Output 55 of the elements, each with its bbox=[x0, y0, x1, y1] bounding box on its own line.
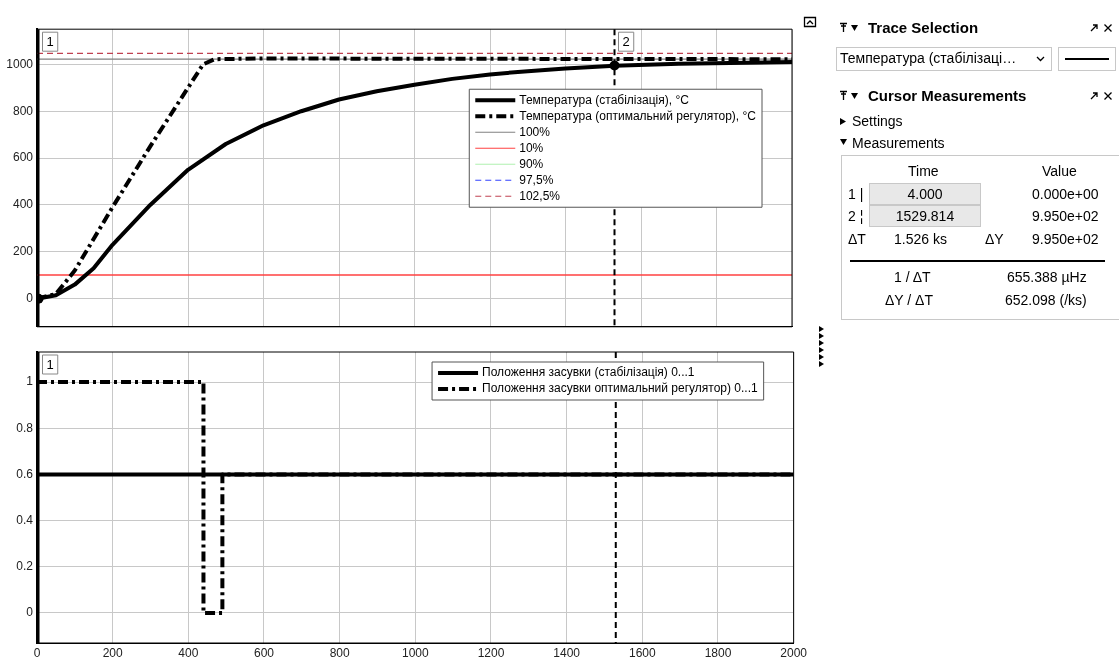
text: ΔT bbox=[848, 231, 866, 247]
x-tick-label: 600 bbox=[253, 645, 275, 660]
annotation: 2 bbox=[622, 33, 630, 49]
y-tick-label: 600 bbox=[12, 150, 34, 165]
y-tick-label: 0.4 bbox=[16, 512, 34, 527]
y-tick-label: 1 bbox=[26, 374, 34, 389]
x-tick-label: 2000 bbox=[780, 645, 808, 660]
x-tick-label: 1000 bbox=[401, 645, 429, 660]
y-tick-label: 0.8 bbox=[16, 420, 34, 435]
legend-label: Положення засувки (стабілізація) 0...1 bbox=[482, 365, 695, 380]
y-tick-label: 400 bbox=[12, 197, 34, 212]
text: 1 | bbox=[848, 186, 864, 202]
text: ΔY bbox=[985, 231, 1004, 247]
text: Cursor Measurements bbox=[868, 87, 1027, 104]
x-tick-label: 1400 bbox=[553, 645, 581, 660]
text: ΔY / ΔT bbox=[885, 292, 934, 308]
y-tick-label: 0 bbox=[26, 605, 34, 620]
y-tick-label: 0.2 bbox=[16, 559, 34, 574]
legend-label: 97,5% bbox=[519, 172, 554, 187]
y-tick-label: 1000 bbox=[6, 56, 34, 71]
text: 1.526 ks bbox=[894, 231, 947, 247]
legend-label: Положення засувки оптимальний регулятор) 0...1 bbox=[482, 381, 758, 396]
y-tick-label: 0 bbox=[26, 290, 34, 305]
text: 1529.814 bbox=[869, 205, 981, 227]
legend-label: 10% bbox=[519, 140, 544, 155]
annotation: 1 bbox=[46, 356, 54, 372]
x-tick-label: 1800 bbox=[704, 645, 732, 660]
text: Settings bbox=[852, 113, 903, 129]
x-tick-label: 400 bbox=[178, 645, 199, 660]
text: 9.950e+02 bbox=[1032, 231, 1099, 247]
legend-label: 90% bbox=[519, 156, 544, 171]
legend-label: Температура (стабілізація), °C bbox=[519, 92, 690, 107]
text: 2 ¦ bbox=[848, 208, 864, 224]
x-tick-label: 200 bbox=[102, 645, 123, 660]
legend-label: 100% bbox=[519, 124, 551, 139]
x-tick-label: 1600 bbox=[628, 645, 656, 660]
y-tick-label: 0.6 bbox=[16, 466, 34, 481]
text: Value bbox=[1042, 163, 1077, 179]
text: Trace Selection bbox=[868, 19, 979, 36]
legend-label: 102,5% bbox=[519, 188, 561, 203]
annotation: 1 bbox=[46, 33, 54, 49]
text: 4.000 bbox=[869, 183, 981, 205]
text: Measurements bbox=[852, 135, 945, 151]
y-tick-label: 800 bbox=[12, 103, 34, 118]
text: 0.000e+00 bbox=[1032, 186, 1099, 202]
text: 9.950e+02 bbox=[1032, 208, 1099, 224]
legend-label: Температура (оптимальний регулятор), °C bbox=[519, 108, 757, 123]
text: 655.388 µHz bbox=[1007, 269, 1087, 285]
text: Температура (стабілізаці… bbox=[840, 50, 1017, 66]
x-tick-label: 800 bbox=[329, 645, 350, 660]
y-tick-label: 200 bbox=[12, 244, 34, 259]
text: 1 / ΔT bbox=[894, 269, 931, 285]
text: 652.098 (/ks) bbox=[1005, 292, 1087, 308]
text: Time bbox=[908, 163, 939, 179]
x-tick-label: 1200 bbox=[477, 645, 505, 660]
